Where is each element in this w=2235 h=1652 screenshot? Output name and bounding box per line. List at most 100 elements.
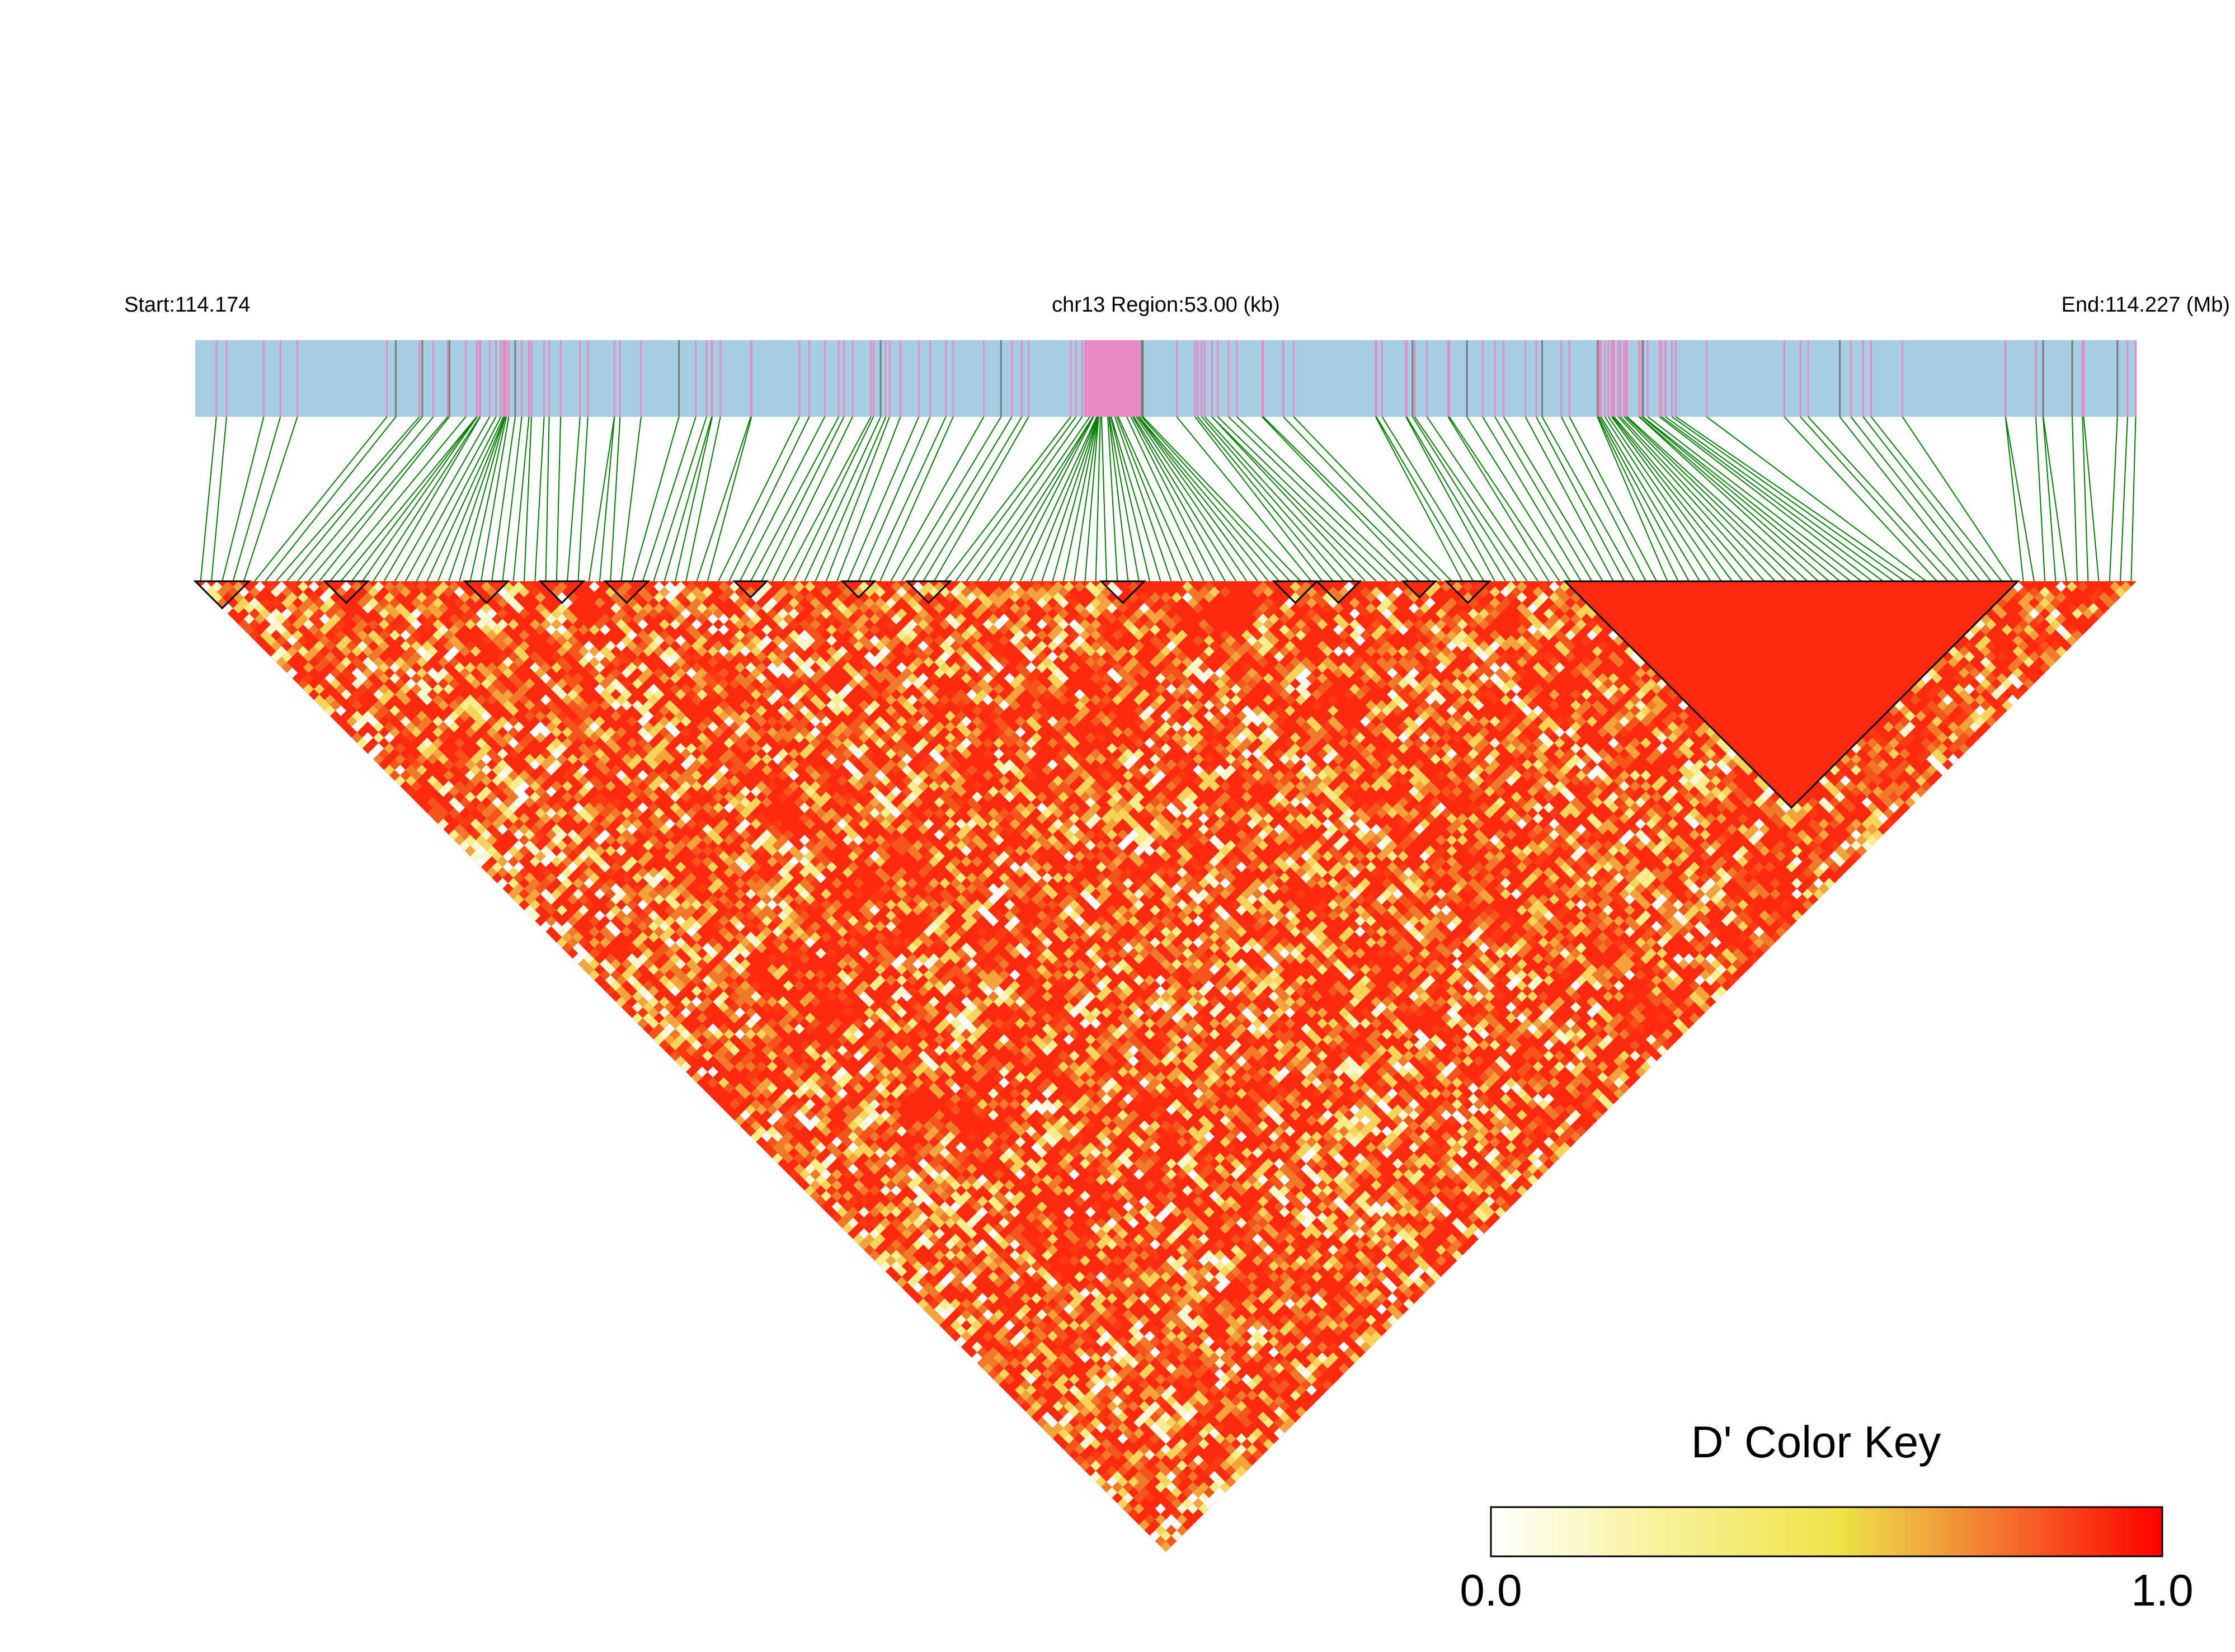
heatmap-cell: [950, 1190, 961, 1202]
heatmap-cell: [729, 991, 740, 1002]
heatmap-cell: [723, 964, 735, 975]
snp-track-marker: [1021, 340, 1023, 417]
heatmap-cell: [982, 1255, 994, 1267]
heatmap-cell: [400, 641, 411, 652]
heatmap-cell: [756, 996, 767, 1008]
snp-connector-line: [1482, 416, 1582, 582]
heatmap-cell: [804, 1077, 816, 1089]
snp-connector-line: [771, 416, 853, 582]
heatmap-cell: [901, 1164, 912, 1175]
heatmap-cell: [556, 905, 568, 916]
heatmap-cell: [476, 748, 487, 760]
heatmap-cell: [1193, 1433, 1204, 1444]
snp-track-marker: [1862, 340, 1864, 417]
heatmap-cell: [1112, 1481, 1123, 1493]
heatmap-cell: [281, 619, 293, 630]
snp-track-marker: [851, 340, 854, 417]
heatmap-cell: [772, 1099, 783, 1110]
heatmap-cell: [486, 748, 497, 760]
heatmap-cell: [260, 597, 271, 609]
heatmap-cell: [1009, 1336, 1020, 1347]
heatmap-cell: [341, 635, 352, 646]
heatmap-cell: [1133, 1373, 1145, 1385]
heatmap-cell: [492, 862, 503, 873]
heatmap-cell: [637, 921, 648, 932]
heatmap-cell: [745, 1072, 756, 1083]
heatmap-cell: [1177, 1449, 1188, 1461]
heatmap-cell: [351, 689, 363, 700]
heatmap-cell: [987, 1314, 999, 1326]
heatmap-cell: [778, 1093, 789, 1104]
heatmap-cell: [632, 937, 643, 948]
snp-connector-line: [1376, 416, 1474, 582]
heatmap-cell: [1155, 1536, 1166, 1547]
heatmap-cell: [1112, 1471, 1123, 1482]
heatmap-cell: [551, 856, 562, 867]
heatmap-cell: [459, 700, 470, 711]
snp-connector-line: [2042, 416, 2057, 582]
snp-connector-line: [793, 416, 874, 582]
heatmap-cell: [950, 1298, 961, 1310]
heatmap-cell: [470, 818, 481, 830]
heatmap-cell: [1095, 1347, 1107, 1358]
heatmap-cell: [1171, 1444, 1182, 1455]
heatmap-cell: [454, 748, 465, 760]
snp-track-marker: [446, 340, 449, 417]
heatmap-cell: [443, 684, 454, 695]
heatmap-cell: [351, 721, 363, 732]
heatmap-cell: [702, 1029, 713, 1040]
heatmap-cell: [864, 1115, 875, 1126]
heatmap-cell: [723, 1082, 735, 1094]
heatmap-cell: [950, 1201, 961, 1212]
heatmap-cell: [821, 1169, 832, 1180]
heatmap-cell: [627, 910, 638, 921]
heatmap-cell: [437, 667, 449, 679]
heatmap-cell: [956, 1217, 967, 1229]
heatmap-cell: [1101, 1385, 1112, 1396]
heatmap-cell: [799, 1104, 810, 1116]
heatmap-cell: [637, 1007, 648, 1018]
heatmap-cell: [912, 1260, 924, 1272]
heatmap-cell: [1025, 1342, 1037, 1353]
heatmap-cell: [831, 1082, 843, 1094]
heatmap-cell: [362, 592, 374, 603]
heatmap-cell: [923, 1303, 934, 1315]
snp-track-marker: [1660, 340, 1663, 417]
heatmap-cell: [788, 1115, 799, 1126]
snp-track-marker: [297, 340, 299, 417]
heatmap-cell: [1042, 1282, 1053, 1293]
heatmap-cell: [783, 1109, 794, 1121]
heatmap-cell: [1015, 1352, 1026, 1363]
heatmap-cell: [956, 1314, 967, 1326]
heatmap-cell: [594, 856, 605, 867]
heatmap-cell: [233, 581, 244, 592]
heatmap-cell: [810, 1136, 821, 1148]
heatmap-cell: [621, 883, 632, 895]
heatmap-cell: [632, 1013, 643, 1024]
snp-connector-line: [653, 416, 707, 582]
heatmap-cell: [1058, 1320, 1069, 1331]
heatmap-cell: [837, 1152, 848, 1164]
snp-track-marker: [719, 340, 722, 417]
heatmap-cell: [648, 910, 659, 921]
heatmap-cell: [1085, 1401, 1096, 1412]
snp-track-marker: [504, 340, 506, 417]
heatmap-cell: [1155, 1481, 1166, 1493]
heatmap-cell: [1182, 1444, 1193, 1455]
heatmap-cell: [885, 1179, 897, 1191]
heatmap-cell: [519, 791, 530, 803]
heatmap-cell: [707, 948, 718, 959]
heatmap-cell: [454, 737, 465, 749]
heatmap-cell: [1079, 1438, 1091, 1449]
heatmap-cell: [535, 807, 546, 819]
heatmap-cell: [653, 926, 665, 938]
snp-connector-line: [1597, 416, 1679, 582]
snp-connector-line: [1406, 416, 1507, 582]
heatmap-cell: [766, 1104, 778, 1116]
snp-track-marker: [1070, 340, 1072, 417]
snp-track-marker: [495, 340, 497, 417]
heatmap-cell: [405, 754, 417, 765]
heatmap-cell: [810, 1147, 821, 1159]
heatmap-cell: [394, 624, 406, 636]
heatmap-cell: [734, 1115, 746, 1126]
